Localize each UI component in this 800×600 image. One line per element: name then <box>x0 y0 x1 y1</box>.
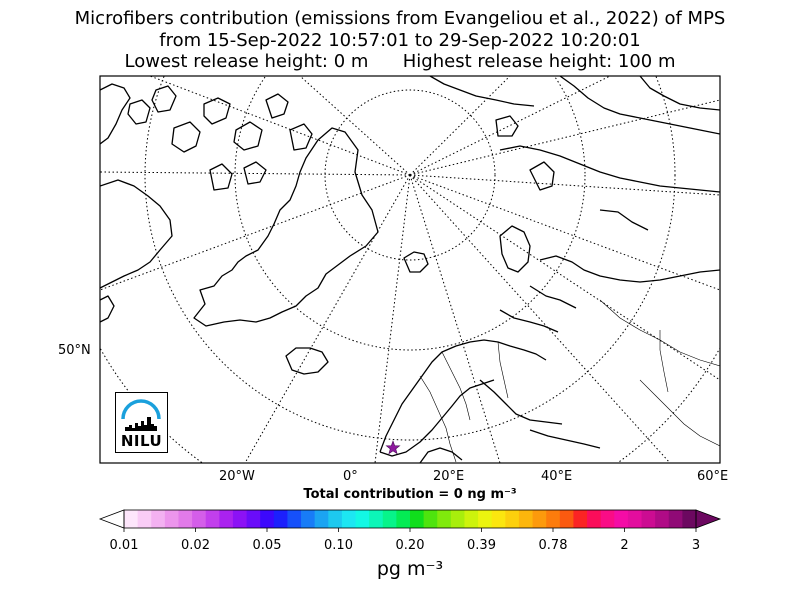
colorbar-segment <box>532 510 547 528</box>
colorbar-tick-label: 0.20 <box>395 538 425 553</box>
colorbar-segment <box>614 510 629 528</box>
colorbar-tick-label: 2 <box>620 538 629 553</box>
colorbar-tick-label: 3 <box>691 538 701 553</box>
colorbar-segment <box>178 510 193 528</box>
colorbar-tick-label: 0.02 <box>181 538 210 553</box>
colorbar-segment <box>641 510 656 528</box>
colorbar-segment <box>505 510 520 528</box>
colorbar-segment <box>192 510 207 528</box>
colorbar-segment <box>328 510 343 528</box>
colorbar-tick-label: 0.05 <box>252 538 282 553</box>
colorbar-segment <box>137 510 152 528</box>
colorbar-segment <box>587 510 602 528</box>
colorbar-segment <box>314 510 329 528</box>
colorbar-tick-label: 0.39 <box>467 538 496 553</box>
colorbar-segment <box>600 510 615 528</box>
colorbar-tick-label: 0.01 <box>109 538 139 553</box>
coastlines <box>100 76 720 463</box>
longitude-label-0: 0° <box>343 469 358 484</box>
colorbar-tick-label: 0.78 <box>538 538 568 553</box>
longitude-label-20w: 20°W <box>219 469 255 484</box>
colorbar-segment <box>151 510 166 528</box>
logo-emblem-icon <box>121 399 161 431</box>
map-frame <box>99 75 721 464</box>
colorbar-segment <box>382 510 397 528</box>
colorbar-segment <box>423 510 438 528</box>
colorbar-segment <box>491 510 506 528</box>
colorbar-segment <box>287 510 302 528</box>
colorbar-segment <box>219 510 234 528</box>
colorbar-segment <box>341 510 356 528</box>
colorbar-segment <box>478 510 493 528</box>
colorbar-segment <box>260 510 275 528</box>
colorbar-segment <box>682 510 697 528</box>
borders <box>419 299 720 463</box>
map-background <box>100 76 720 463</box>
colorbar-segment <box>232 510 247 528</box>
colorbar-segment <box>301 510 316 528</box>
colorbar-segment <box>546 510 561 528</box>
colorbar-units: pg m⁻³ <box>376 558 444 580</box>
colorbar-segment <box>655 510 670 528</box>
colorbar-max-extension <box>695 509 722 529</box>
colorbar-segment <box>205 510 220 528</box>
logo-text: NILU <box>120 432 163 450</box>
colorbar-min-extension <box>98 509 125 529</box>
colorbar <box>98 509 722 532</box>
colorbar-segment <box>450 510 465 528</box>
colorbar-tick-label: 0.10 <box>324 538 353 553</box>
star-icon <box>385 440 401 455</box>
longitude-label-40e: 40°E <box>541 469 573 484</box>
colorbar-segment <box>246 510 261 528</box>
colorbar-segment <box>573 510 588 528</box>
total-contribution: Total contribution = 0 ng m⁻³ <box>303 487 517 502</box>
colorbar-segment <box>627 510 642 528</box>
nilu-logo: NILU <box>115 392 168 453</box>
colorbar-segment <box>410 510 425 528</box>
colorbar-segment <box>464 510 479 528</box>
title-line-3: Lowest release height: 0 m Highest relea… <box>124 51 676 72</box>
colorbar-segment <box>437 510 452 528</box>
title-line-2: from 15-Sep-2022 10:57:01 to 29-Sep-2022… <box>159 30 641 51</box>
longitude-label-60e: 60°E <box>697 469 729 484</box>
latitude-label-50n: 50°N <box>58 343 91 358</box>
title-line-1: Microfibers contribution (emissions from… <box>74 8 726 29</box>
colorbar-segment <box>355 510 370 528</box>
colorbar-segment <box>273 510 288 528</box>
colorbar-segment <box>518 510 533 528</box>
graticule <box>100 76 720 463</box>
colorbar-segment <box>668 510 683 528</box>
colorbar-segment <box>164 510 179 528</box>
colorbar-segment <box>559 510 574 528</box>
longitude-label-20e: 20°E <box>433 469 465 484</box>
colorbar-segment <box>124 510 139 528</box>
colorbar-segment <box>369 510 384 528</box>
colorbar-segment <box>396 510 411 528</box>
